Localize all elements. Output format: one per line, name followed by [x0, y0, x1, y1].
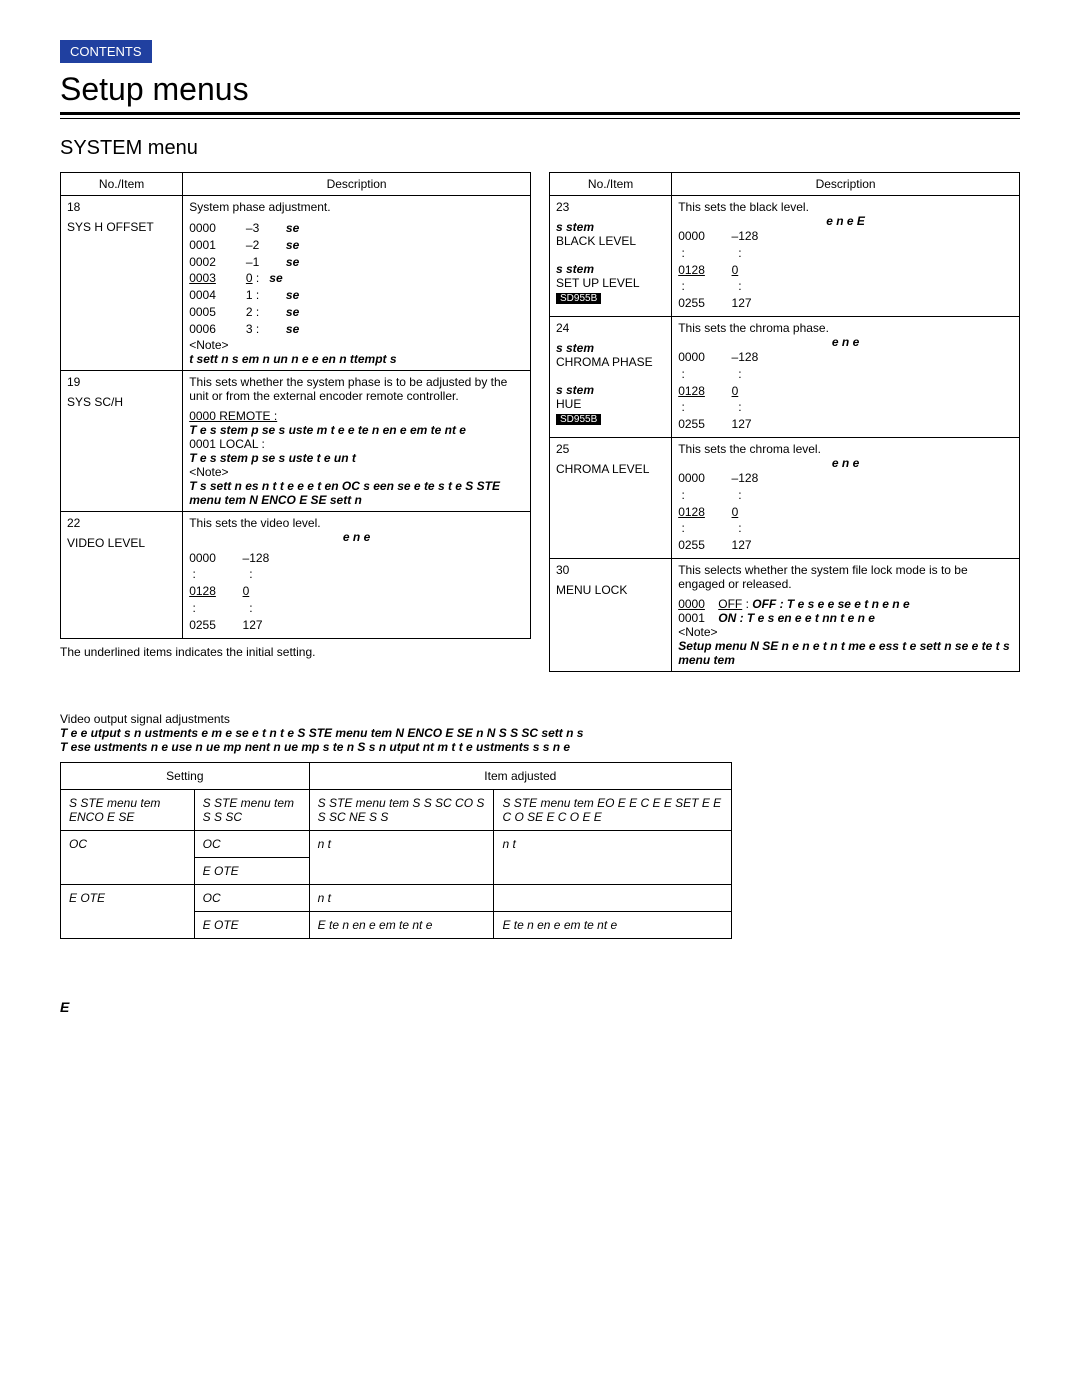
- cell-desc-19: This sets whether the system phase is to…: [183, 370, 531, 511]
- r2c1: E OTE: [61, 884, 195, 938]
- underlined-note: The underlined items indicates the initi…: [60, 645, 531, 659]
- page-title: Setup menus: [60, 71, 1020, 108]
- th-item-adj: Item adjusted: [309, 762, 731, 789]
- right-column: No./Item Description 23 s stem BLACK LEV…: [549, 172, 1020, 672]
- r2c4a: [494, 884, 732, 911]
- cell-desc-23: This sets the black level. e n e E 0000 …: [672, 196, 1020, 317]
- cell-desc-30: This selects whether the system file loc…: [672, 558, 1020, 671]
- cell-no-19: 19 SYS SC/H: [61, 370, 183, 511]
- r2c4b: E te n en e em te nt e: [494, 911, 732, 938]
- contents-button[interactable]: CONTENTS: [60, 40, 152, 63]
- cell-no-18: 18 SYS H OFFSET: [61, 196, 183, 371]
- r2c2b: E OTE: [194, 911, 309, 938]
- r1c3: n t: [309, 830, 494, 884]
- hdr-c1: S STE menu tem ENCO E SE: [61, 789, 195, 830]
- cell-no-24: 24 s stem CHROMA PHASE s stem HUE SD955B: [550, 316, 672, 437]
- video-adj-title: Video output signal adjustments: [60, 712, 1020, 726]
- left-table: No./Item Description 18 SYS H OFFSET Sys…: [60, 172, 531, 639]
- video-adjustments-section: Video output signal adjustments T e e ut…: [60, 712, 1020, 939]
- r1c2a: OC: [194, 830, 309, 857]
- hdr-c2: S STE menu tem S S SC: [194, 789, 309, 830]
- th-desc-r: Description: [672, 173, 1020, 196]
- section-title: SYSTEM menu: [60, 137, 1020, 160]
- cell-desc-22: This sets the video level. e n e 0000 –1…: [183, 511, 531, 638]
- hdr-c4: S STE menu tem EO E E C E E SET E E C O …: [494, 789, 732, 830]
- cell-desc-18: System phase adjustment. 0000 –3 se 0001…: [183, 196, 531, 371]
- th-no: No./Item: [61, 173, 183, 196]
- r2c3b: E te n en e em te nt e: [309, 911, 494, 938]
- adjustment-table: Setting Item adjusted S STE menu tem ENC…: [60, 762, 732, 939]
- left-column: No./Item Description 18 SYS H OFFSET Sys…: [60, 172, 531, 659]
- cell-no-23: 23 s stem BLACK LEVEL s stem SET UP LEVE…: [550, 196, 672, 317]
- cell-desc-25: This sets the chroma level. e n e 0000 –…: [672, 437, 1020, 558]
- cell-desc-24: This sets the chroma phase. e n e 0000 –…: [672, 316, 1020, 437]
- cell-no-22: 22 VIDEO LEVEL: [61, 511, 183, 638]
- video-adj-note1: T e e utput s n ustments e m e se e t n …: [60, 726, 1020, 740]
- cell-no-25: 25 CHROMA LEVEL: [550, 437, 672, 558]
- page-number: E: [60, 999, 1020, 1015]
- hdr-c3: S STE menu tem S S SC CO S S SC NE S S: [309, 789, 494, 830]
- cell-no-30: 30 MENU LOCK: [550, 558, 672, 671]
- r1c4: n t: [494, 830, 732, 884]
- th-no-r: No./Item: [550, 173, 672, 196]
- video-adj-note2: T ese ustments n e use n ue mp nent n ue…: [60, 740, 1020, 754]
- r1c1: OC: [61, 830, 195, 884]
- th-setting: Setting: [61, 762, 310, 789]
- right-table: No./Item Description 23 s stem BLACK LEV…: [549, 172, 1020, 672]
- title-rule: [60, 112, 1020, 119]
- th-desc: Description: [183, 173, 531, 196]
- r2c3a: n t: [309, 884, 494, 911]
- r2c2a: OC: [194, 884, 309, 911]
- r1c2b: E OTE: [194, 857, 309, 884]
